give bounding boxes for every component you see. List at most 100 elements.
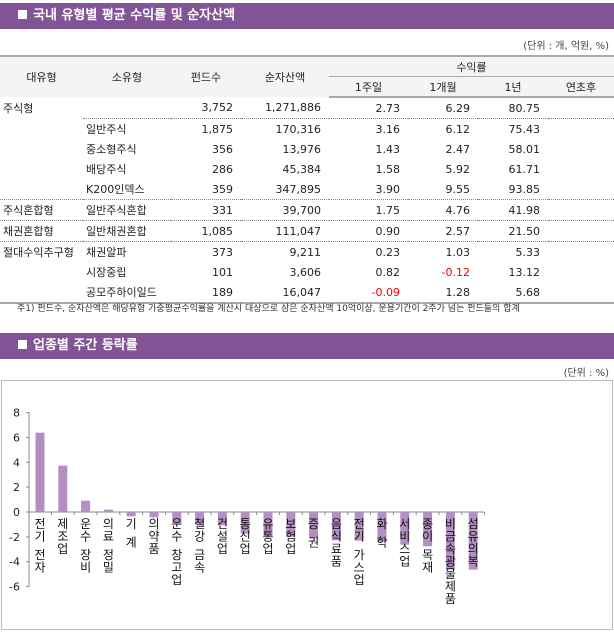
bar <box>103 509 113 512</box>
cell-m1: 6.29 <box>445 101 471 115</box>
cell-m1: 9.55 <box>445 182 471 196</box>
cell-m1: 1.28 <box>408 282 478 304</box>
cell-y1: 41.98 <box>478 199 548 221</box>
cell-major: 절대수익추구형 <box>0 241 83 262</box>
bar <box>81 500 91 512</box>
cell-minor: 시장중립 <box>86 266 127 279</box>
cell-funds: 331 <box>171 199 241 221</box>
cell-w1: 0.90 <box>329 220 408 242</box>
table-row: 배당주식 286 45,384 1.58 5.92 61.71 <box>0 159 614 179</box>
cell-m1: 2.47 <box>445 142 471 156</box>
section-title-text: 국내 유형별 평균 수익률 및 순자산액 <box>33 8 236 23</box>
bar <box>195 512 205 525</box>
table-row: 절대수익추구형 채권알파 373 9,211 0.23 1.03 5.33 <box>0 241 614 262</box>
bar <box>172 512 182 524</box>
cell-w1: 2.73 <box>375 101 401 115</box>
bar <box>377 512 387 542</box>
header-minor: 소유형 <box>83 55 171 97</box>
bar <box>354 512 364 541</box>
cell-y1: 93.85 <box>508 182 541 196</box>
cell-nav: 9,211 <box>241 241 329 262</box>
bar <box>35 432 45 512</box>
bar <box>240 512 250 534</box>
y-tick-label: 2 <box>13 481 20 494</box>
table-row: 주식혼합형 일반주식혼합 331 39,700 1.75 4.76 41.98 <box>0 199 614 221</box>
cell-nav: 45,384 <box>282 162 322 176</box>
cell-y1: 5.68 <box>478 282 548 304</box>
bar <box>286 512 296 537</box>
header-ytd: 연초후 <box>548 76 614 98</box>
cell-y1: 75.43 <box>478 118 548 139</box>
bar <box>309 512 319 539</box>
cell-funds: 356 <box>212 142 233 156</box>
bar <box>217 512 227 526</box>
cell-ytd <box>548 220 614 242</box>
cell-m1: 2.57 <box>408 220 478 242</box>
header-1year: 1년 <box>478 76 548 98</box>
cell-nav: 3,606 <box>289 265 322 279</box>
table-row: 공모주하이일드 189 16,047 -0.09 1.28 5.68 <box>0 282 614 304</box>
bar <box>58 465 68 512</box>
section-title-sector-returns: 업종별 주간 등락률 <box>0 333 614 359</box>
cell-nav: 16,047 <box>241 282 329 304</box>
cell-w1: 3.90 <box>375 182 401 196</box>
bar <box>126 512 136 517</box>
bar <box>423 512 433 547</box>
square-bullet-icon <box>18 340 27 349</box>
cell-y1: 61.71 <box>508 162 541 176</box>
bar <box>468 512 478 570</box>
section-title-text: 업종별 주간 등락률 <box>33 338 138 353</box>
y-tick-label: 0 <box>13 506 20 519</box>
unit-label: (단위 : %) <box>563 368 609 379</box>
cell-nav: 39,700 <box>241 199 329 221</box>
cell-ytd <box>548 241 614 262</box>
cell-minor: 일반주식 <box>83 118 171 139</box>
y-tick-label: 8 <box>13 407 20 420</box>
cell-ytd <box>548 118 614 139</box>
cell-minor: 채권알파 <box>83 241 171 262</box>
cell-w1: 1.58 <box>375 162 401 176</box>
cell-minor: 배당주식 <box>86 163 127 176</box>
header-1week: 1주일 <box>329 76 408 98</box>
y-tick-label: 4 <box>13 456 20 469</box>
cell-major <box>0 282 83 304</box>
cell-funds: 1,085 <box>171 220 241 242</box>
unit-label: (단위 : 개, 억원, %) <box>523 41 609 52</box>
cell-major: 주식형 <box>3 101 34 115</box>
cell-w1: 3.16 <box>329 118 408 139</box>
cell-y1: 5.33 <box>478 241 548 262</box>
section-title-fund-returns: 국내 유형별 평균 수익률 및 순자산액 <box>0 3 614 29</box>
y-tick-label: -2 <box>9 531 20 544</box>
bar <box>400 512 410 545</box>
header-nav: 순자산액 <box>241 55 329 97</box>
table-row: K200인덱스 359 347,895 3.90 9.55 93.85 <box>0 179 614 200</box>
cell-y1: 13.12 <box>508 265 541 279</box>
header-returns: 수익률 <box>329 55 614 77</box>
cell-nav: 13,976 <box>282 142 322 156</box>
table-row: 채권혼합형 일반채권혼합 1,085 111,047 0.90 2.57 21.50 <box>0 220 614 242</box>
y-tick-label: -6 <box>9 581 20 594</box>
table-row: 중소형주식 356 13,976 1.43 2.47 58.01 <box>0 139 614 159</box>
cell-major: 주식혼합형 <box>0 199 83 221</box>
cell-nav: 347,895 <box>275 182 322 196</box>
cell-funds: 373 <box>171 241 241 262</box>
cell-minor: 중소형주식 <box>86 143 137 156</box>
cell-major: 채권혼합형 <box>0 220 83 242</box>
cell-w1: 0.23 <box>329 241 408 262</box>
cell-w1: 0.82 <box>375 265 401 279</box>
